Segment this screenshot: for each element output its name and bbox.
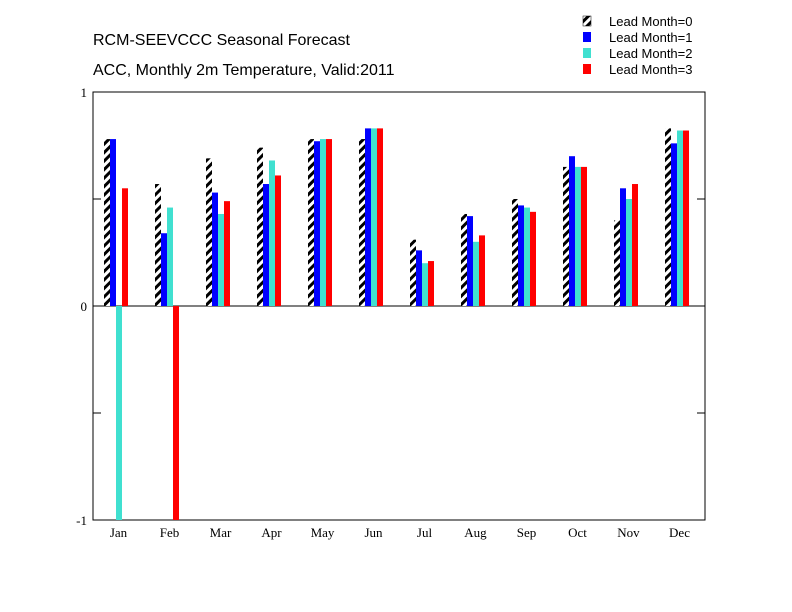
legend-label: Lead Month=1 <box>609 30 692 45</box>
bar-apr-series-1 <box>263 184 269 306</box>
x-tick-label: Nov <box>617 525 640 540</box>
bar-mar-series-1 <box>212 192 218 306</box>
bar-feb-series-1 <box>161 233 167 306</box>
bar-feb-series-3 <box>173 306 179 520</box>
x-tick-label: Jun <box>364 525 383 540</box>
bar-jun-series-3 <box>377 128 383 306</box>
x-tick-label: Mar <box>210 525 232 540</box>
x-tick-label: Jan <box>110 525 128 540</box>
x-tick-label: Dec <box>669 525 690 540</box>
x-tick-label: Apr <box>261 525 282 540</box>
x-axis: Jan Feb Mar Apr May Jun Jul Aug Sep Oct Nov Dec <box>110 525 690 540</box>
legend-label: Lead Month=3 <box>609 62 692 77</box>
bar-oct-series-0 <box>563 166 569 306</box>
legend-swatch <box>582 15 592 27</box>
bar-mar-series-0 <box>206 158 212 306</box>
x-tick-label: Sep <box>517 525 537 540</box>
chart-subtitle: ACC, Monthly 2m Temperature, Valid:2011 <box>93 62 395 79</box>
bar-aug-series-0 <box>461 213 467 306</box>
bar-jan-series-2 <box>116 306 122 520</box>
bar-jun-series-1 <box>365 128 371 306</box>
legend-label: Lead Month=2 <box>609 46 692 61</box>
x-tick-label: May <box>311 525 335 540</box>
bar-aug-series-3 <box>479 235 485 306</box>
bar-oct-series-1 <box>569 156 575 306</box>
bar-sep-series-1 <box>518 205 524 306</box>
bars-group <box>104 128 689 520</box>
bar-feb-series-2 <box>167 207 173 306</box>
x-tick-label: Aug <box>464 525 487 540</box>
bar-may-series-3 <box>326 139 332 306</box>
x-tick-label: Feb <box>160 525 180 540</box>
legend-label: Lead Month=0 <box>609 14 692 29</box>
bar-may-series-2 <box>320 139 326 306</box>
bar-apr-series-2 <box>269 160 275 306</box>
bar-sep-series-3 <box>530 211 536 306</box>
bar-oct-series-3 <box>581 166 587 306</box>
x-tick-label: Oct <box>568 525 587 540</box>
bar-nov-series-0 <box>614 220 620 306</box>
y-axis: -1 0 1 <box>76 85 705 528</box>
y-tick-label: -1 <box>76 513 87 528</box>
legend-swatch <box>583 64 591 74</box>
bar-jul-series-0 <box>410 239 416 306</box>
bar-nov-series-2 <box>626 199 632 306</box>
bar-apr-series-0 <box>257 147 263 306</box>
bar-nov-series-3 <box>632 184 638 306</box>
bar-oct-series-2 <box>575 166 581 306</box>
bar-jul-series-1 <box>416 250 422 306</box>
bar-jul-series-2 <box>422 263 428 306</box>
bar-dec-series-0 <box>665 128 671 306</box>
bar-may-series-0 <box>308 139 314 306</box>
chart-title: RCM-SEEVCCC Seasonal Forecast <box>93 32 351 49</box>
legend-swatch <box>583 48 591 58</box>
bar-apr-series-3 <box>275 175 281 306</box>
bar-sep-series-2 <box>524 207 530 306</box>
bar-sep-series-0 <box>512 199 518 306</box>
legend-swatch <box>583 32 591 42</box>
bar-dec-series-1 <box>671 143 677 306</box>
bar-aug-series-1 <box>467 216 473 306</box>
bar-aug-series-2 <box>473 241 479 306</box>
bar-jun-series-0 <box>359 139 365 306</box>
bar-jan-series-1 <box>110 139 116 306</box>
bar-mar-series-3 <box>224 201 230 306</box>
bar-dec-series-2 <box>677 130 683 306</box>
bar-feb-series-0 <box>155 184 161 306</box>
bar-jan-series-0 <box>104 139 110 306</box>
y-tick-label: 1 <box>81 85 88 100</box>
bar-mar-series-2 <box>218 213 224 306</box>
bar-may-series-1 <box>314 141 320 306</box>
x-tick-label: Jul <box>417 525 433 540</box>
bar-dec-series-3 <box>683 130 689 306</box>
y-tick-label: 0 <box>81 299 88 314</box>
bar-jun-series-2 <box>371 128 377 306</box>
bar-nov-series-1 <box>620 188 626 306</box>
bar-jan-series-3 <box>122 188 128 306</box>
bar-jul-series-3 <box>428 261 434 306</box>
